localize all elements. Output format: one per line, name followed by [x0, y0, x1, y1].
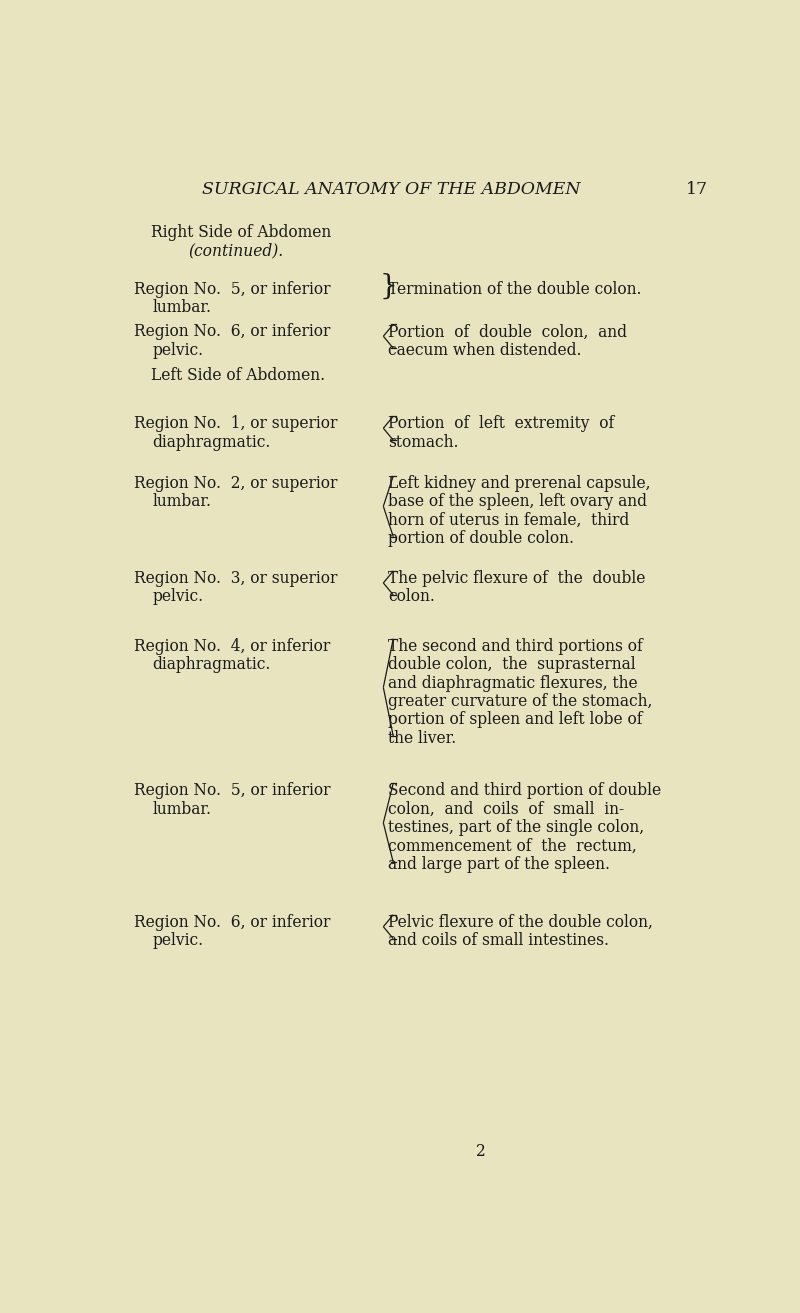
Text: Region No.  1, or superior: Region No. 1, or superior: [134, 415, 338, 432]
Text: double colon,  the  suprasternal: double colon, the suprasternal: [388, 656, 636, 674]
Text: 2: 2: [477, 1142, 486, 1159]
Text: Pelvic flexure of the double colon,: Pelvic flexure of the double colon,: [388, 914, 653, 931]
Text: lumbar.: lumbar.: [153, 299, 212, 316]
Text: diaphragmatic.: diaphragmatic.: [153, 433, 271, 450]
Text: commencement of  the  rectum,: commencement of the rectum,: [388, 838, 637, 855]
Text: Termination of the double colon.: Termination of the double colon.: [388, 281, 642, 298]
Text: The pelvic flexure of  the  double: The pelvic flexure of the double: [388, 570, 646, 587]
Text: Portion  of  double  colon,  and: Portion of double colon, and: [388, 323, 627, 340]
Text: diaphragmatic.: diaphragmatic.: [153, 656, 271, 674]
Text: Region No.  6, or inferior: Region No. 6, or inferior: [134, 323, 330, 340]
Text: Region No.  5, or inferior: Region No. 5, or inferior: [134, 281, 330, 298]
Text: colon,  and  coils  of  small  in-: colon, and coils of small in-: [388, 801, 625, 818]
Text: the liver.: the liver.: [388, 730, 457, 747]
Text: lumbar.: lumbar.: [153, 494, 212, 511]
Text: Region No.  5, or inferior: Region No. 5, or inferior: [134, 783, 330, 800]
Text: caecum when distended.: caecum when distended.: [388, 341, 582, 358]
Text: Region No.  2, or superior: Region No. 2, or superior: [134, 475, 338, 492]
Text: Second and third portion of double: Second and third portion of double: [388, 783, 662, 800]
Text: Right Side of Abdomen: Right Side of Abdomen: [151, 225, 331, 242]
Text: portion of double colon.: portion of double colon.: [388, 530, 574, 548]
Text: base of the spleen, left ovary and: base of the spleen, left ovary and: [388, 494, 647, 511]
Text: The second and third portions of: The second and third portions of: [388, 638, 643, 655]
Text: lumbar.: lumbar.: [153, 801, 212, 818]
Text: greater curvature of the stomach,: greater curvature of the stomach,: [388, 693, 653, 710]
Text: }: }: [380, 273, 398, 299]
Text: stomach.: stomach.: [388, 433, 459, 450]
Text: Region No.  4, or inferior: Region No. 4, or inferior: [134, 638, 330, 655]
Text: pelvic.: pelvic.: [153, 588, 204, 605]
Text: Portion  of  left  extremity  of: Portion of left extremity of: [388, 415, 614, 432]
Text: (continued).: (continued).: [188, 243, 283, 260]
Text: portion of spleen and left lobe of: portion of spleen and left lobe of: [388, 712, 643, 729]
Text: Left kidney and prerenal capsule,: Left kidney and prerenal capsule,: [388, 475, 651, 492]
Text: testines, part of the single colon,: testines, part of the single colon,: [388, 819, 645, 836]
Text: and diaphragmatic flexures, the: and diaphragmatic flexures, the: [388, 675, 638, 692]
Text: and coils of small intestines.: and coils of small intestines.: [388, 932, 610, 949]
Text: Region No.  3, or superior: Region No. 3, or superior: [134, 570, 338, 587]
Text: SURGICAL ANATOMY OF THE ABDOMEN: SURGICAL ANATOMY OF THE ABDOMEN: [202, 181, 581, 198]
Text: horn of uterus in female,  third: horn of uterus in female, third: [388, 512, 630, 529]
Text: colon.: colon.: [388, 588, 435, 605]
Text: pelvic.: pelvic.: [153, 932, 204, 949]
Text: 17: 17: [686, 181, 708, 198]
Text: pelvic.: pelvic.: [153, 341, 204, 358]
Text: and large part of the spleen.: and large part of the spleen.: [388, 856, 610, 873]
Text: Region No.  6, or inferior: Region No. 6, or inferior: [134, 914, 330, 931]
Text: Left Side of Abdomen.: Left Side of Abdomen.: [151, 366, 325, 383]
